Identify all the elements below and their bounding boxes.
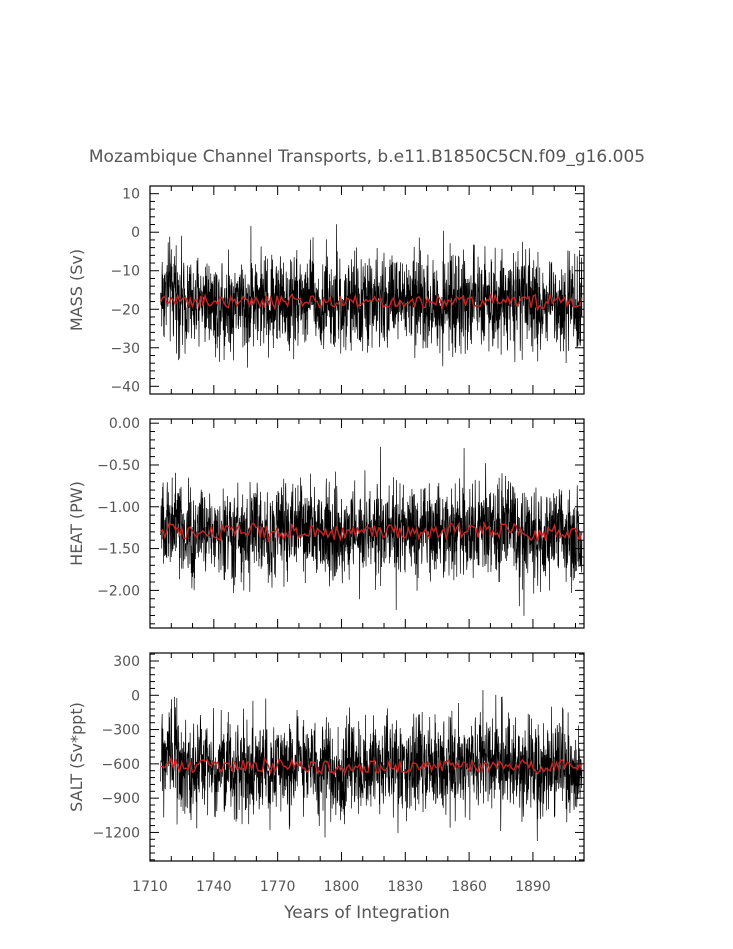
panels: 10 0 −10 −20 −30 −40 MASS (Sv) 0.00 −0.50 −1.00 −1… — [67, 185, 585, 895]
y-tick-label: −40 — [110, 379, 140, 395]
y-tick-label: −1200 — [93, 825, 140, 841]
y-tick-label: −0.50 — [97, 458, 140, 474]
y-tick-label: −300 — [102, 723, 140, 739]
y-tick-label: −1.00 — [97, 500, 140, 516]
y-axis-label: HEAT (PW) — [67, 481, 86, 566]
series-annual-mean-line — [160, 755, 583, 776]
y-tick-label: −2.00 — [97, 583, 140, 599]
y-axis-label: SALT (Sv*ppt) — [67, 702, 86, 812]
series-annual-mean-line — [160, 291, 583, 312]
y-tick-label: −600 — [102, 757, 140, 773]
y-tick-label: 10 — [122, 187, 140, 203]
y-tick-label: −20 — [110, 302, 140, 318]
y-tick-label: 0 — [131, 688, 140, 704]
x-tick-label: 1890 — [515, 879, 551, 895]
panel-frame — [149, 185, 585, 395]
x-tick-label: 1800 — [324, 879, 360, 895]
series-monthly-line — [160, 224, 583, 368]
x-tick-label: 1830 — [387, 879, 423, 895]
figure-title: Mozambique Channel Transports, b.e11.B18… — [89, 147, 645, 167]
y-tick-label: −30 — [110, 341, 140, 357]
panel-3: 300 0 −300 −600 −900 −1200 SALT (Sv*ppt) — [67, 652, 585, 862]
y-tick-label: −1.50 — [97, 542, 140, 558]
y-tick-label: −900 — [102, 791, 140, 807]
panel-2: 0.00 −0.50 −1.00 −1.50 −2.00 HEAT (PW) — [67, 416, 585, 629]
series-annual-mean-line — [160, 521, 583, 543]
panel-1: 10 0 −10 −20 −30 −40 MASS (Sv) — [67, 185, 585, 395]
y-tick-label: 0.00 — [109, 416, 140, 432]
y-tick-label: −10 — [110, 264, 140, 280]
x-tick-label: 1740 — [196, 879, 232, 895]
x-tick-label: 1710 — [132, 879, 168, 895]
y-tick-label: 300 — [113, 654, 140, 670]
x-tick-label: 1770 — [260, 879, 296, 895]
series-monthly-line — [160, 690, 583, 841]
x-tick-label: 1860 — [451, 879, 487, 895]
y-tick-label: 0 — [131, 225, 140, 241]
x-axis-label: Years of Integration — [283, 903, 450, 923]
y-axis-label: MASS (Sv) — [67, 249, 86, 331]
